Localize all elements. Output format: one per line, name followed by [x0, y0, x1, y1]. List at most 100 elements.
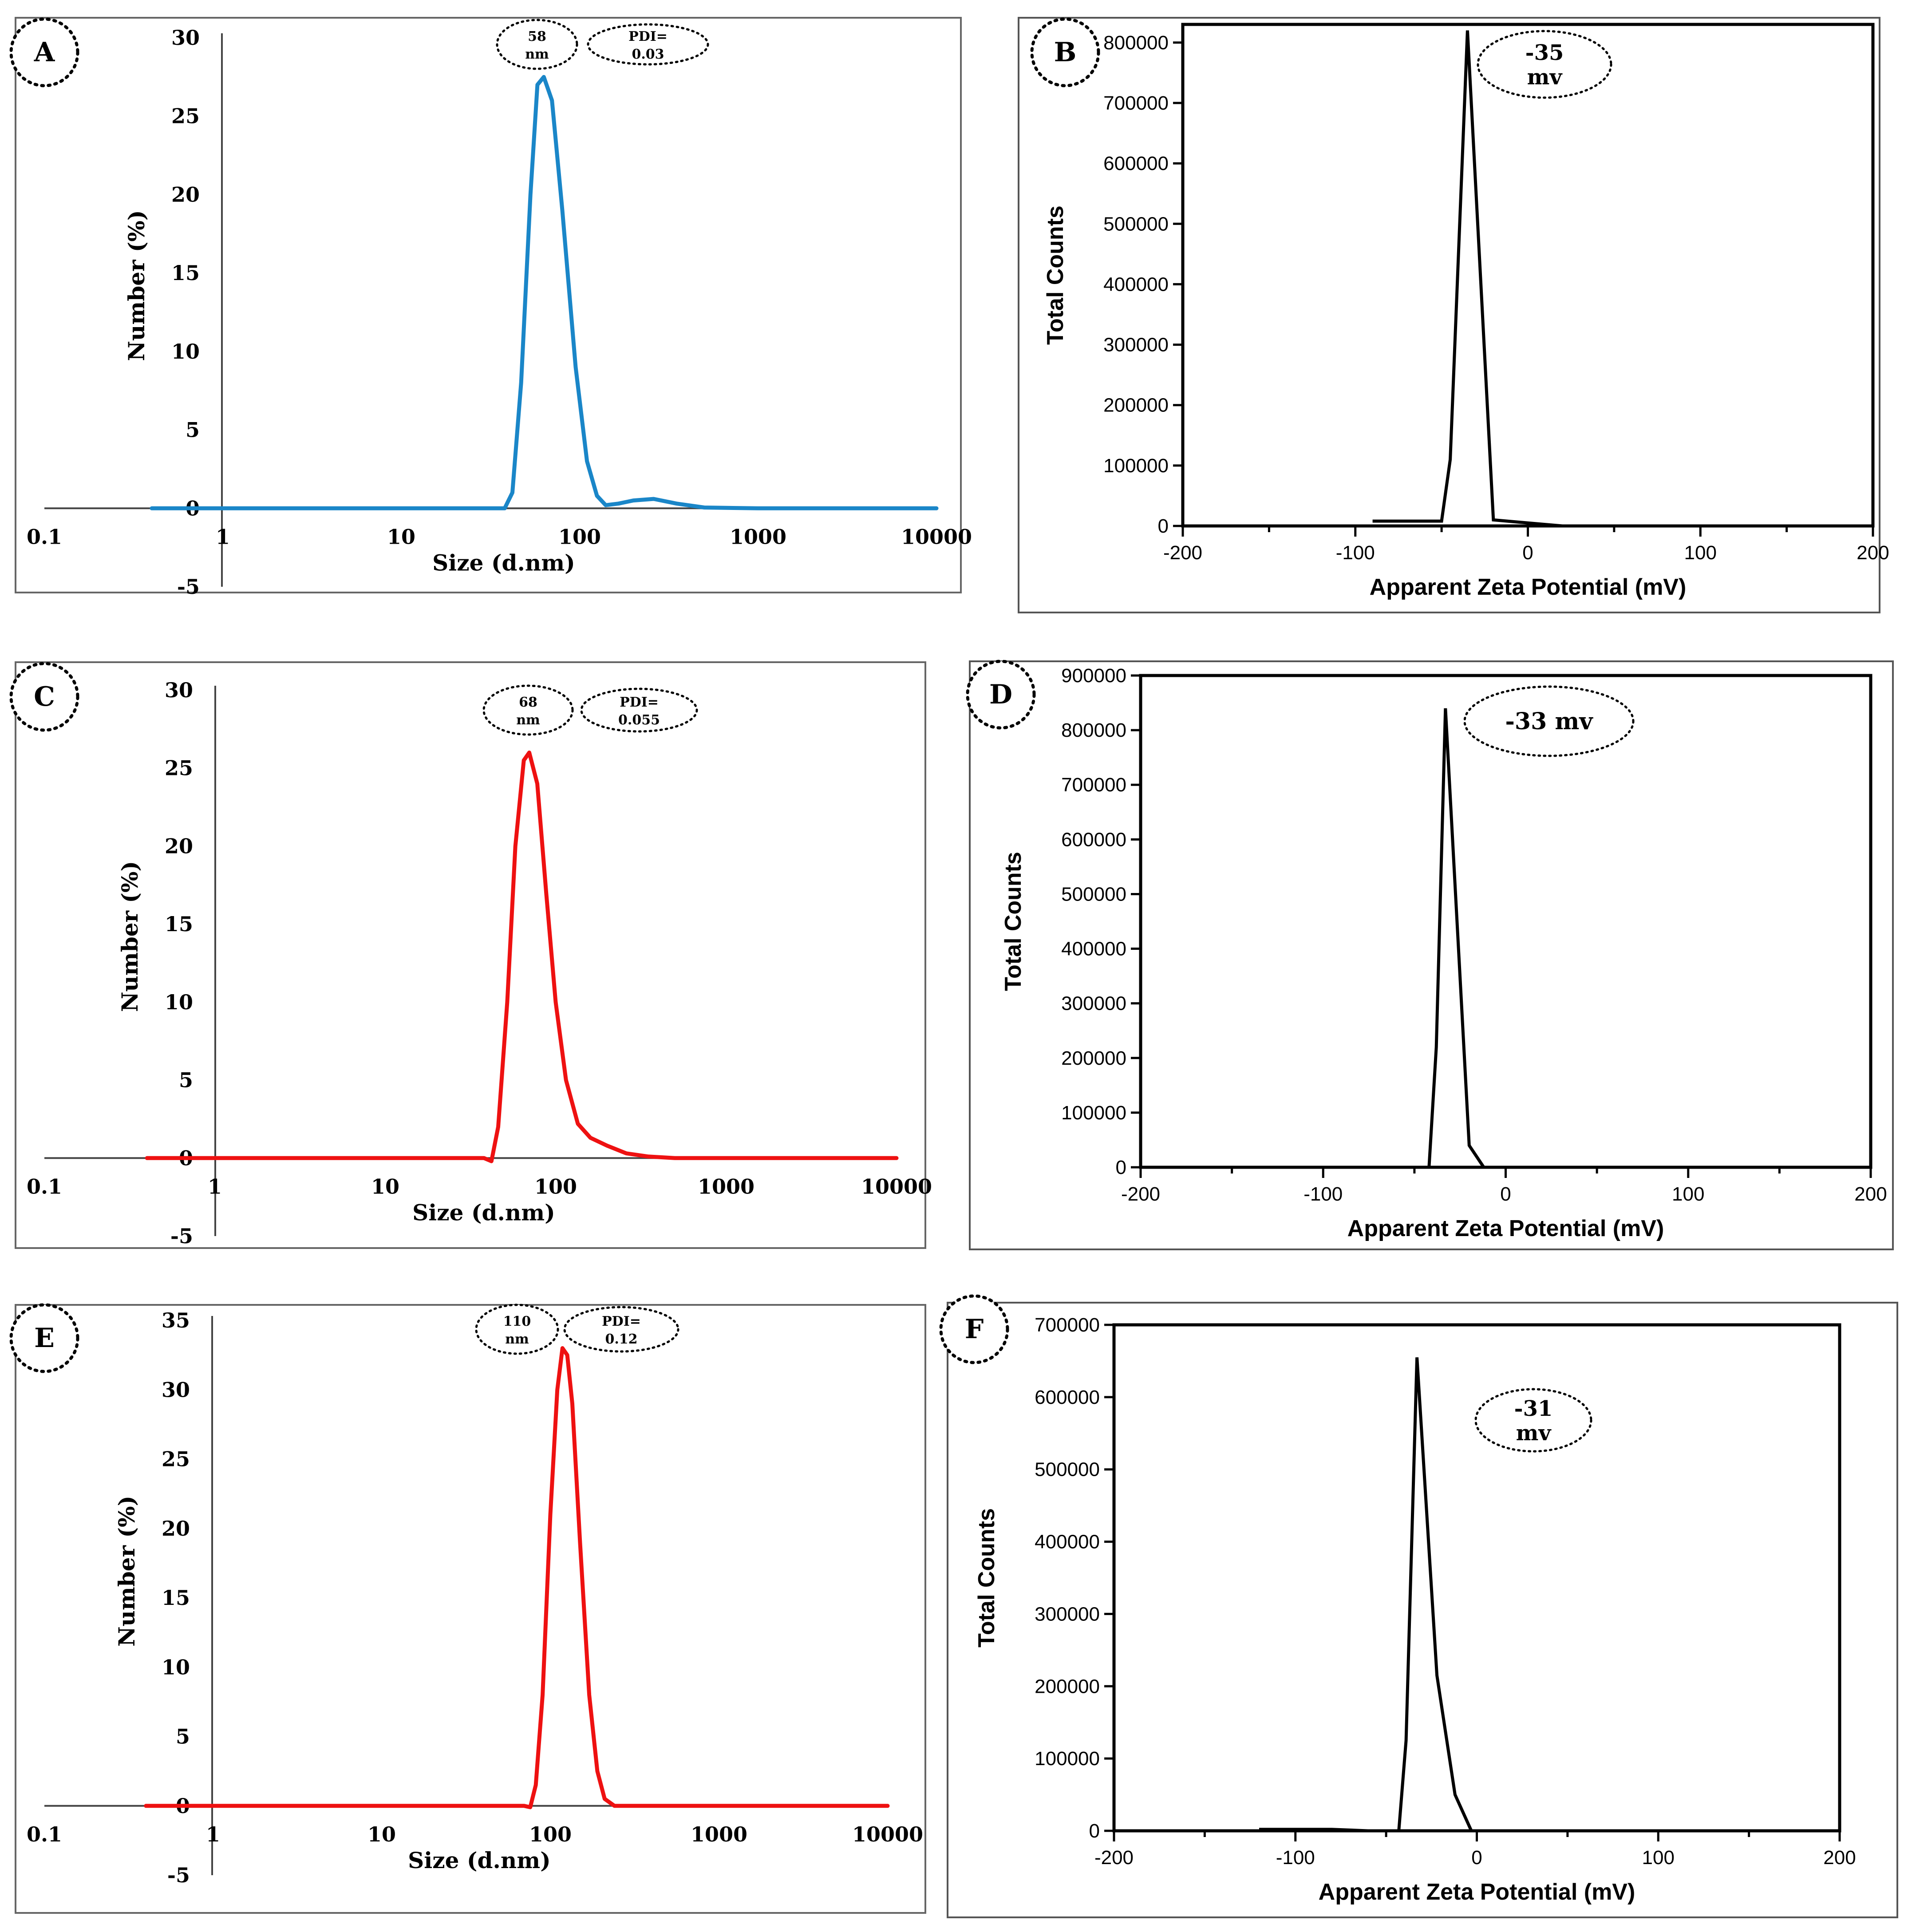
y-tick-label: 300000 — [1061, 993, 1126, 1015]
y-tick-label: -5 — [177, 575, 200, 599]
x-tick-label: 10 — [371, 1174, 399, 1198]
annotation-bubble-C-1 — [580, 687, 698, 733]
annotation-bubble-D — [1463, 685, 1635, 757]
y-tick-label: 5 — [179, 1068, 193, 1092]
y-tick-label: 20 — [171, 182, 200, 206]
x-tick-label: 100 — [558, 525, 601, 549]
x-tick-label: 1 — [206, 1822, 220, 1846]
x-tick-label: 0.1 — [27, 1174, 62, 1198]
y-tick-label: 0 — [1158, 515, 1169, 537]
series-line-F — [1259, 1357, 1473, 1833]
y-tick-label: 400000 — [1035, 1531, 1100, 1553]
annotation-bubble-C-0 — [482, 684, 574, 736]
y-tick-label: -5 — [167, 1863, 190, 1887]
panel-badge-circle-5 — [939, 1294, 1009, 1364]
panel-frame-D — [969, 660, 1894, 1250]
y-tick-label: 25 — [162, 1447, 190, 1471]
x-tick-label: -200 — [1121, 1183, 1160, 1205]
annotation-text: 68 — [519, 695, 537, 710]
annotation-bubble-B — [1477, 30, 1612, 99]
y-tick-label: 30 — [162, 1378, 190, 1402]
y-axis-title-D: Total Counts — [1000, 852, 1026, 991]
y-tick-label: 30 — [171, 26, 200, 50]
y-axis-title-B: Total Counts — [1043, 205, 1068, 345]
x-tick-label: 10000 — [901, 525, 972, 549]
y-tick-label: 200000 — [1035, 1675, 1100, 1697]
x-tick-label: 100 — [529, 1822, 572, 1846]
y-tick-label: 700000 — [1061, 774, 1126, 796]
panel-badge-circle-0 — [9, 17, 79, 87]
annotation-text: mv — [1527, 65, 1563, 90]
y-tick-label: 10 — [171, 340, 200, 363]
series-line-B — [1372, 30, 1563, 528]
x-tick-label: 0 — [1522, 542, 1533, 564]
panel-label-D: D — [989, 679, 1012, 710]
y-axis-title-F: Total Counts — [974, 1508, 999, 1648]
annotation-text: -33 mv — [1505, 708, 1593, 735]
annotation-bubble-E-0 — [475, 1304, 559, 1355]
x-tick-label: 1 — [216, 525, 230, 549]
annotation-bubble-F — [1474, 1388, 1592, 1453]
y-tick-label: 600000 — [1061, 829, 1126, 850]
x-tick-label: -100 — [1336, 542, 1375, 564]
y-tick-label: 600000 — [1035, 1387, 1100, 1408]
y-tick-label: 200000 — [1103, 395, 1169, 416]
panel-frame-F — [947, 1302, 1898, 1918]
y-tick-label: 0 — [1089, 1820, 1100, 1842]
y-tick-label: 0 — [1116, 1157, 1126, 1178]
y-tick-label: 800000 — [1061, 719, 1126, 741]
y-tick-label: 300000 — [1103, 334, 1169, 356]
x-tick-label: 0 — [1471, 1847, 1482, 1869]
y-tick-label: 25 — [165, 756, 193, 780]
y-tick-label: 10 — [165, 990, 193, 1014]
y-tick-label: 600000 — [1103, 153, 1169, 174]
y-tick-label: 100000 — [1103, 455, 1169, 477]
y-tick-label: 700000 — [1035, 1314, 1100, 1336]
y-tick-label: 25 — [171, 104, 200, 128]
x-tick-label: 1000 — [691, 1822, 747, 1846]
panel-label-C: C — [34, 681, 55, 712]
y-tick-label: 20 — [162, 1517, 190, 1541]
x-tick-label: 1000 — [698, 1174, 755, 1198]
x-tick-label: 0.1 — [27, 1822, 62, 1846]
panel-label-A: A — [34, 37, 55, 68]
annotation-text: 0.12 — [605, 1331, 637, 1347]
y-tick-label: -5 — [170, 1224, 193, 1248]
y-tick-label: 20 — [165, 834, 193, 858]
annotation-text: -35 — [1525, 40, 1564, 65]
series-line-D — [1427, 708, 1485, 1168]
annotation-text: mv — [1516, 1421, 1552, 1446]
annotation-text: nm — [505, 1331, 529, 1347]
annotation-text: nm — [525, 47, 549, 62]
y-tick-label: 5 — [176, 1725, 190, 1749]
x-tick-label: 200 — [1857, 542, 1889, 564]
panel-label-F: F — [965, 1314, 984, 1345]
annotation-text: nm — [516, 712, 540, 728]
x-tick-label: 100 — [1684, 542, 1717, 564]
x-axis-title-C: Size (d.nm) — [412, 1199, 555, 1225]
x-tick-label: 200 — [1823, 1847, 1856, 1869]
panel-frame-C — [15, 661, 926, 1249]
y-tick-label: 700000 — [1103, 92, 1169, 114]
x-tick-label: 100 — [534, 1174, 577, 1198]
y-tick-label: 100000 — [1061, 1102, 1126, 1124]
y-tick-label: 15 — [165, 912, 193, 936]
x-tick-label: 10000 — [852, 1822, 923, 1846]
x-axis-title-A: Size (d.nm) — [432, 549, 575, 576]
x-tick-label: -100 — [1276, 1847, 1315, 1869]
x-tick-label: 100 — [1672, 1183, 1704, 1205]
series-line-C — [145, 751, 899, 1163]
y-tick-label: 400000 — [1061, 938, 1126, 960]
y-tick-label: 15 — [162, 1586, 190, 1610]
panel-badge-circle-1 — [1030, 17, 1100, 87]
x-tick-label: 10 — [387, 525, 415, 549]
panel-badge-circle-3 — [966, 660, 1036, 730]
y-tick-label: 300000 — [1035, 1603, 1100, 1625]
annotation-text: PDI= — [602, 1314, 641, 1329]
y-axis-title-E: Number (%) — [114, 1496, 140, 1647]
y-tick-label: 10 — [162, 1655, 190, 1679]
x-tick-label: 100 — [1642, 1847, 1675, 1869]
annotation-bubble-E-1 — [563, 1306, 679, 1353]
x-tick-label: -100 — [1304, 1183, 1343, 1205]
